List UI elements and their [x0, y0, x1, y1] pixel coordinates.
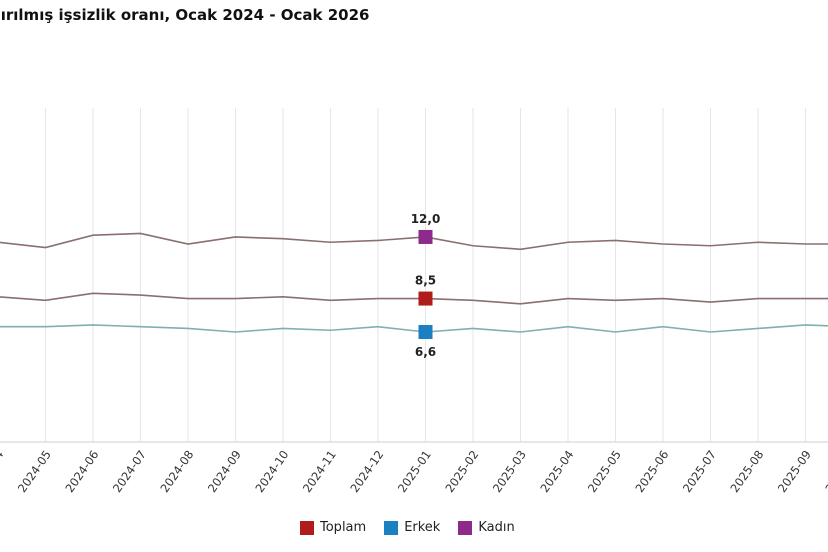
x-tick-label: 2024-07 [110, 448, 149, 495]
x-tick-label: 2024-09 [205, 448, 244, 495]
x-tick-label: 2024-04 [0, 448, 6, 495]
data-markers [418, 229, 433, 339]
grid-lines [45, 108, 806, 442]
legend-label: Erkek [404, 520, 441, 535]
x-tick-label: 2025-09 [775, 448, 814, 495]
legend-item-erkek[interactable]: Erkek [384, 520, 440, 535]
legend-label: Kadın [478, 520, 515, 535]
series-line-toplam [0, 292, 828, 305]
x-tick-label: 2024-12 [347, 448, 386, 495]
series-line-erkek [0, 324, 828, 333]
x-tick-label: 2025-10 [822, 448, 828, 495]
x-tick-label: 2024-08 [157, 448, 196, 495]
x-tick-label: 2025-02 [442, 448, 481, 495]
legend-item-toplam[interactable]: Toplam [300, 520, 366, 535]
legend-swatch [300, 520, 314, 535]
legend: Toplam Erkek Kadın [300, 520, 515, 535]
data-label-kadın: 12,0 [411, 212, 441, 226]
chart-title: dırılmış işsizlik oranı, Ocak 2024 - Oca… [0, 6, 370, 24]
x-tick-label: 2025-08 [727, 448, 766, 495]
legend-swatch [384, 520, 399, 535]
legend-swatch [458, 520, 473, 535]
x-tick-label: 2025-03 [490, 448, 529, 495]
x-tick-label: 2025-05 [585, 448, 624, 495]
x-tick-label: 2024-11 [300, 448, 339, 495]
series-line-kadın [0, 232, 828, 251]
x-tick-label: 2024-05 [15, 448, 54, 495]
marker-erkek [418, 325, 433, 339]
x-tick-label: 2025-04 [537, 448, 576, 495]
x-tick-label: 2024-10 [252, 448, 291, 495]
legend-label: Toplam [320, 520, 367, 535]
data-label-erkek: 6,6 [415, 345, 436, 359]
data-labels: 12,0 8,5 6,6 [411, 212, 441, 359]
data-label-toplam: 8,5 [415, 274, 436, 288]
marker-toplam [418, 291, 433, 306]
x-tick-label: 2024-06 [62, 448, 101, 495]
x-tick-label: 2025-06 [632, 448, 671, 495]
x-tick-label: 2025-01 [395, 448, 434, 495]
legend-item-kadın[interactable]: Kadın [458, 520, 515, 535]
x-axis: 2024-04 2024-05 2024-06 2024-07 2024-08 2024-… [0, 441, 828, 495]
marker-kadın [418, 229, 433, 244]
x-tick-label: 2025-07 [680, 448, 719, 495]
